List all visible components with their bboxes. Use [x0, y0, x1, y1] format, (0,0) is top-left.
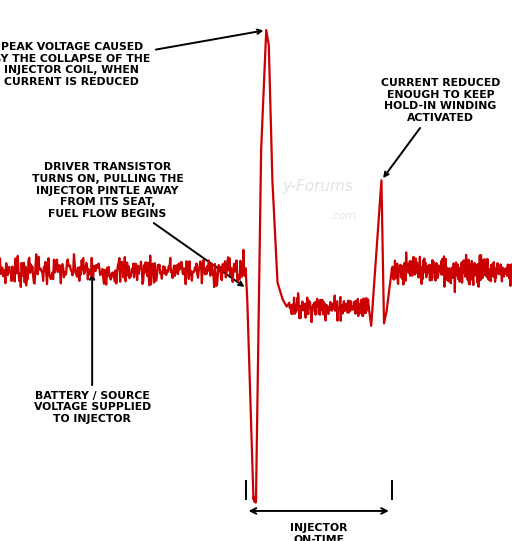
Text: BATTERY / SOURCE
VOLTAGE SUPPLIED
TO INJECTOR: BATTERY / SOURCE VOLTAGE SUPPLIED TO INJ…	[33, 275, 151, 424]
Text: INJECTOR
ON-TIME: INJECTOR ON-TIME	[290, 523, 348, 541]
Text: CURRENT REDUCED
ENOUGH TO KEEP
HOLD-IN WINDING
ACTIVATED: CURRENT REDUCED ENOUGH TO KEEP HOLD-IN W…	[380, 78, 500, 176]
Text: PEAK VOLTAGE CAUSED
BY THE COLLAPSE OF THE
INJECTOR COIL, WHEN
CURRENT IS REDUCE: PEAK VOLTAGE CAUSED BY THE COLLAPSE OF T…	[0, 30, 261, 87]
Text: DRIVER TRANSISTOR
TURNS ON, PULLING THE
INJECTOR PINTLE AWAY
FROM ITS SEAT,
FUEL: DRIVER TRANSISTOR TURNS ON, PULLING THE …	[32, 162, 243, 286]
Text: .com: .com	[329, 212, 357, 221]
Text: y-Forums: y-Forums	[282, 179, 353, 194]
